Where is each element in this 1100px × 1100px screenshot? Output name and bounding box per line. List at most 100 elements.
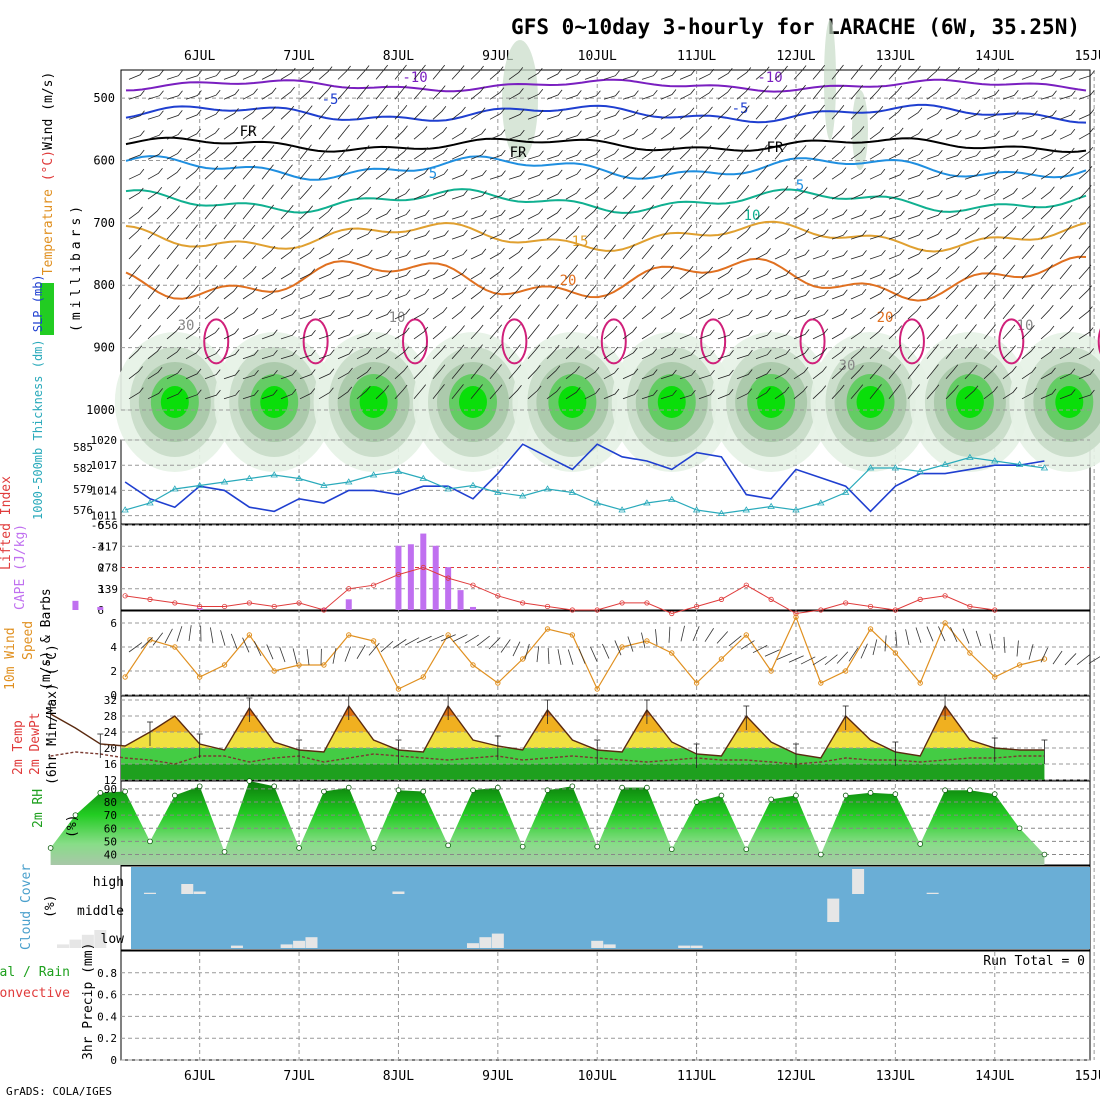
wind-barb-10m xyxy=(220,630,226,646)
wind-speed-marker xyxy=(594,686,600,692)
upper-ylabel-millibars: (millibars) xyxy=(69,202,84,332)
wind-barb-10m xyxy=(975,630,982,647)
wind-barb xyxy=(926,247,942,260)
wind-barb xyxy=(964,88,981,100)
wind-barb xyxy=(698,287,714,300)
wind-barb xyxy=(1040,264,1053,280)
wind-barb xyxy=(508,88,524,100)
wind-barb xyxy=(489,364,502,380)
temp-tick-label: 12 xyxy=(104,774,117,787)
temp-ylabels: 2m Temp 2m DewPt (6hr Min/Max) (°C) xyxy=(11,644,60,785)
wind-barb xyxy=(622,204,636,220)
wind-barb xyxy=(679,245,693,260)
thickness-marker xyxy=(469,481,477,488)
wind-barb xyxy=(945,384,959,400)
wind-barb xyxy=(166,186,181,200)
wind-barb xyxy=(945,344,958,360)
wind-barb xyxy=(641,70,658,80)
wind-barb xyxy=(888,249,905,260)
wind-barb xyxy=(926,285,941,300)
wind-barb xyxy=(945,209,962,220)
wind-barb xyxy=(736,184,750,200)
wind-barb xyxy=(850,288,867,300)
dewpoint-line xyxy=(50,751,1045,765)
wind-barb xyxy=(831,346,847,360)
thickness-marker xyxy=(916,467,924,474)
wind-barb xyxy=(356,249,373,260)
rh-marker xyxy=(445,842,451,849)
wind-barb xyxy=(584,284,597,300)
wind-barb xyxy=(660,307,676,320)
wind-barb xyxy=(945,285,959,300)
wind-barb xyxy=(755,66,770,80)
wind-barb-10m xyxy=(788,655,804,663)
wind-barb xyxy=(394,308,411,320)
wind-barb xyxy=(299,86,314,100)
wind-barb xyxy=(413,168,429,180)
wind-barb xyxy=(1002,387,1018,400)
wind-barb xyxy=(432,364,446,380)
wind-barb xyxy=(755,368,772,380)
wind-barb xyxy=(1021,187,1037,200)
wind-barb xyxy=(812,84,825,100)
wind-barb xyxy=(166,90,183,100)
rh-tick-label: 80 xyxy=(104,796,117,809)
wind-barb xyxy=(1002,366,1017,380)
wind-barb xyxy=(584,264,597,280)
rh-blob-upper xyxy=(824,20,836,140)
wind-barb xyxy=(584,366,600,380)
wind-barb xyxy=(451,325,465,340)
wind-barb xyxy=(793,207,809,220)
wind-barb xyxy=(774,290,791,300)
wind-barb xyxy=(736,124,750,140)
wind-barb xyxy=(584,130,601,140)
wind-barb xyxy=(888,106,903,120)
wind-speed-marker xyxy=(346,632,352,638)
wind-barb xyxy=(622,185,637,200)
wind-barb xyxy=(1002,206,1018,220)
wind-barb xyxy=(565,110,582,120)
wind-barb xyxy=(812,270,829,280)
contour-label: 30 xyxy=(178,318,195,334)
wind-barb xyxy=(679,349,696,360)
wind-barb xyxy=(907,128,923,140)
wind-barb xyxy=(850,269,867,280)
thickness-marker xyxy=(742,506,751,513)
wind-barb xyxy=(451,85,466,100)
wind-barb xyxy=(470,267,486,280)
wind-barb-10m xyxy=(950,627,958,642)
wind-barb-10m xyxy=(926,626,934,642)
cape-bar xyxy=(457,590,464,610)
rh-blob xyxy=(1055,386,1084,418)
wind-barb xyxy=(261,125,275,140)
wind-barb xyxy=(983,207,999,220)
wind-barb xyxy=(698,245,713,260)
rh-marker xyxy=(718,792,725,799)
wind-barb xyxy=(223,389,240,400)
wind-barb xyxy=(926,384,940,400)
wind-barb xyxy=(147,129,164,140)
wind-barb xyxy=(356,124,370,140)
wind-barb xyxy=(128,366,143,380)
wind-barb xyxy=(508,129,525,140)
wind-barb xyxy=(280,350,297,360)
wind-barb xyxy=(622,284,636,300)
wind-barb-10m xyxy=(368,642,380,656)
rh-marker xyxy=(370,845,377,851)
li-marker xyxy=(594,607,600,613)
wind-speed-marker xyxy=(221,662,228,668)
wind-barb xyxy=(546,245,561,260)
wind-barb xyxy=(869,189,886,200)
wind-barb xyxy=(736,86,751,100)
rh-marker xyxy=(818,851,824,858)
wind-barb xyxy=(641,285,656,300)
wind-barb xyxy=(736,105,750,120)
temp-band xyxy=(121,764,1045,780)
wind-barb xyxy=(907,149,924,160)
wind-barb xyxy=(128,206,143,220)
li-marker xyxy=(768,596,774,602)
wind-barb xyxy=(375,208,392,220)
wind-barb xyxy=(641,389,658,400)
wind-barb xyxy=(603,224,617,240)
